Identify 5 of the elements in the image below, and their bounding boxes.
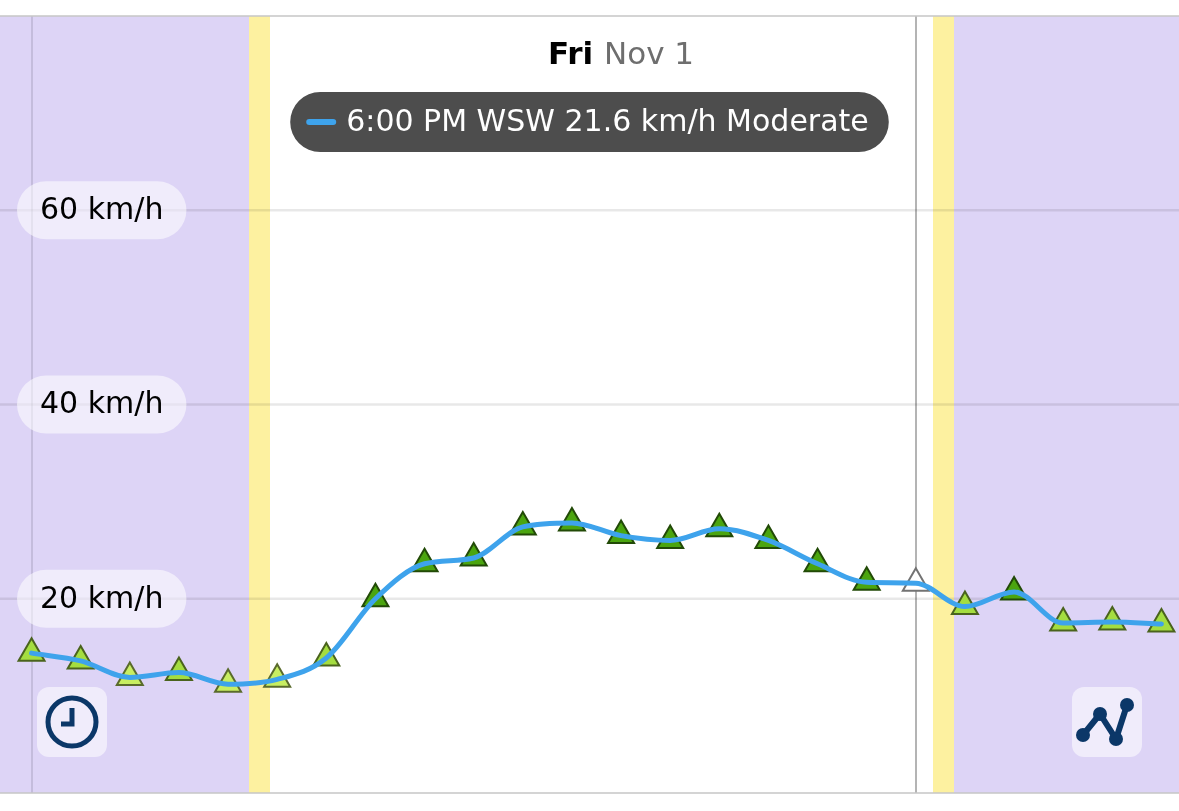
y-tick-label: 20 km/h [40,579,164,615]
annotation: 6:00 PM WSW 21.6 km/h Moderate [346,102,869,138]
y-tick-label: 60 km/h [40,191,164,227]
y-tick-label: 40 km/h [40,385,164,421]
text: Fri Nov 1 [548,35,695,71]
